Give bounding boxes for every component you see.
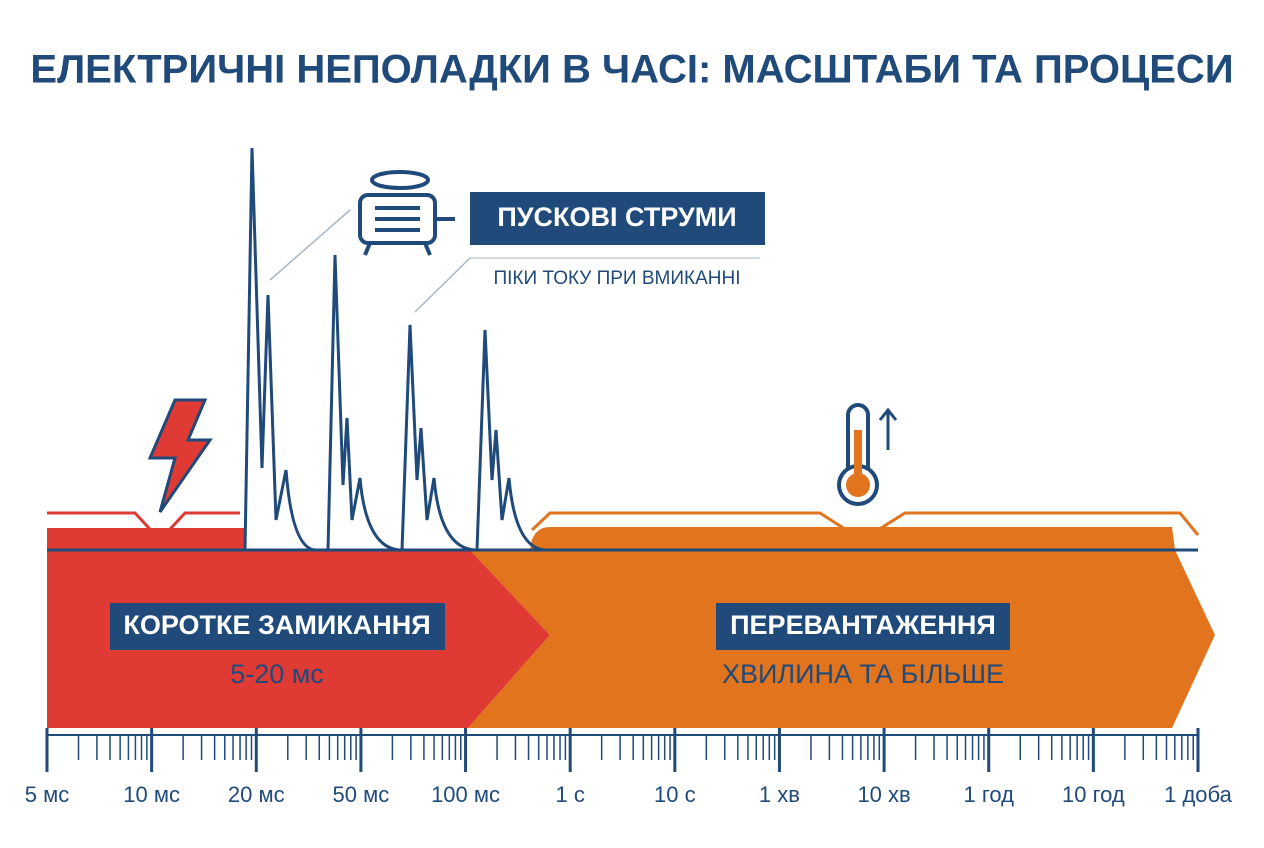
tick-label: 5 мс (25, 782, 69, 807)
inrush-label: ПУСКОВІ СТРУМИ (497, 202, 736, 232)
short-circuit-line (47, 511, 240, 543)
tick-label: 10 хв (857, 782, 910, 807)
label-box (716, 603, 1010, 650)
motor-icon (358, 170, 455, 256)
tick-label: 10 год (1062, 782, 1125, 807)
label-box (110, 603, 445, 650)
title: ЕЛЕКТРИЧНІ НЕПОЛАДКИ В ЧАСІ: МАСШТАБИ ТА… (30, 48, 1233, 92)
overload-label: ПЕРЕВАНТАЖЕННЯ (730, 610, 996, 640)
lightning-icon (147, 398, 213, 513)
thermometer-icon (837, 403, 898, 506)
leader (269, 209, 351, 281)
leader (414, 257, 471, 313)
short-circuit-label: КОРОТКЕ ЗАМИКАННЯ (123, 610, 430, 640)
inrush-current (243, 147, 546, 552)
inrush-caption: ПІКИ ТОКУ ПРИ ВМИКАННІ (494, 268, 741, 289)
tick-label: 1 год (963, 782, 1014, 807)
short-circuit-duration: 5-20 мс (230, 659, 324, 689)
tick-label: 1 хв (759, 782, 800, 807)
overload-strip (530, 527, 1175, 550)
tick-label: 10 с (654, 782, 696, 807)
overload-line (530, 511, 1200, 542)
tick-label: 1 с (556, 782, 585, 807)
tick-label: 20 мс (228, 782, 285, 807)
tick-label: 100 мс (431, 782, 500, 807)
overload-duration: ХВИЛИНА ТА БІЛЬШЕ (722, 659, 1004, 689)
label-box (470, 192, 765, 245)
tick-label: 10 мс (123, 782, 180, 807)
tick-label: 50 мс (333, 782, 390, 807)
tick-label: 1 доба (1164, 782, 1233, 807)
